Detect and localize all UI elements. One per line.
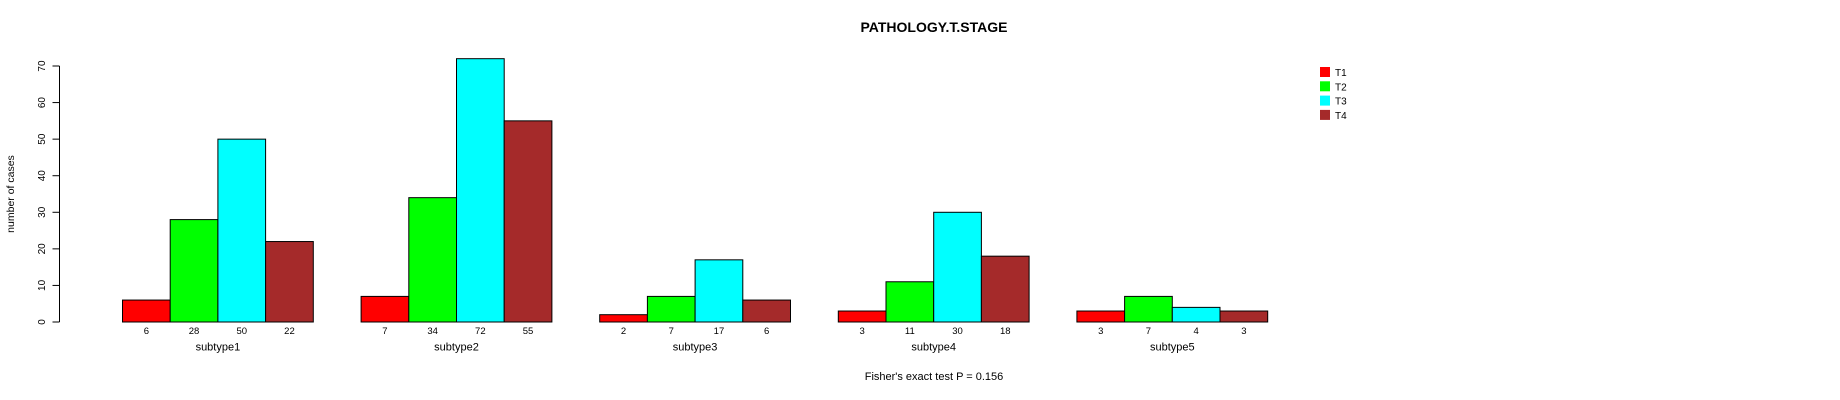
bar-T2-subtype1 — [169, 219, 219, 323]
legend-swatch-T1 — [1320, 67, 1330, 77]
bar-T1-subtype3 — [599, 314, 648, 323]
category-label-subtype1: subtype1 — [196, 342, 241, 354]
legend-label-T4: T4 — [1335, 111, 1347, 122]
bar-value-label: 11 — [905, 326, 915, 337]
y-axis-tick-label: 40 — [37, 170, 48, 182]
bar-value-label: 6 — [764, 326, 769, 337]
bar-value-label: 3 — [1241, 326, 1246, 337]
legend-label-T3: T3 — [1335, 97, 1347, 108]
bar-T2-subtype2 — [408, 197, 457, 323]
bar-T3-subtype5 — [1171, 306, 1221, 323]
legend-label-T2: T2 — [1335, 82, 1347, 93]
bar-value-label: 2 — [621, 326, 626, 337]
bar-value-label: 7 — [669, 326, 674, 337]
chart-title: PATHOLOGY.T.STAGE — [860, 19, 1008, 35]
bar-T1-subtype1 — [122, 299, 171, 323]
y-axis-tick-label: 30 — [37, 206, 48, 218]
bar-T4-subtype5 — [1219, 310, 1269, 323]
legend-swatch-T4 — [1320, 109, 1330, 120]
y-axis-title: number of cases — [5, 155, 17, 233]
y-axis-tick-label: 0 — [37, 319, 48, 325]
category-label-subtype5: subtype5 — [1150, 342, 1195, 354]
y-axis-tick-label: 70 — [37, 60, 48, 72]
bar-value-label: 7 — [1146, 326, 1151, 337]
bar-value-label: 22 — [284, 326, 295, 337]
bar-T1-subtype4 — [837, 310, 887, 323]
legend-label-T1: T1 — [1335, 68, 1347, 79]
bar-T1-subtype5 — [1076, 310, 1126, 323]
fisher-test-annotation: Fisher's exact test P = 0.156 — [864, 371, 1004, 383]
y-axis-tick-label: 60 — [37, 97, 48, 109]
legend-swatch-T3 — [1320, 95, 1330, 106]
bar-T3-subtype2 — [456, 58, 505, 323]
bar-value-label: 72 — [475, 326, 486, 337]
bar-value-label: 34 — [427, 326, 438, 337]
bar-T3-subtype3 — [694, 259, 744, 323]
bar-T3-subtype4 — [933, 211, 982, 323]
category-label-subtype2: subtype2 — [434, 342, 479, 354]
bar-value-label: 3 — [1098, 326, 1103, 337]
y-axis-tick-label: 50 — [37, 133, 48, 145]
bar-value-label: 18 — [1000, 326, 1011, 337]
bar-T2-subtype3 — [646, 295, 696, 323]
bar-value-label: 55 — [523, 326, 534, 337]
bar-T4-subtype2 — [503, 120, 553, 323]
bar-value-label: 30 — [952, 326, 963, 337]
bar-T2-subtype4 — [885, 281, 935, 323]
bar-T4-subtype4 — [980, 255, 1030, 323]
y-axis-tick-label: 20 — [37, 243, 48, 255]
bar-value-label: 4 — [1194, 326, 1199, 337]
bar-T3-subtype1 — [217, 138, 267, 323]
bar-T4-subtype1 — [265, 241, 314, 323]
y-axis-tick-label: 10 — [37, 279, 48, 291]
category-label-subtype3: subtype3 — [673, 342, 718, 354]
bar-value-label: 17 — [714, 326, 725, 337]
bar-value-label: 28 — [189, 326, 200, 337]
bar-T2-subtype5 — [1124, 295, 1173, 323]
bar-value-label: 6 — [144, 326, 149, 337]
category-label-subtype4: subtype4 — [911, 342, 956, 354]
bar-value-label: 3 — [860, 326, 865, 337]
bar-T1-subtype2 — [360, 295, 410, 323]
legend-swatch-T2 — [1320, 81, 1330, 92]
bar-T4-subtype3 — [742, 299, 791, 323]
bar-value-label: 7 — [382, 326, 387, 337]
bar-value-label: 50 — [236, 326, 247, 337]
